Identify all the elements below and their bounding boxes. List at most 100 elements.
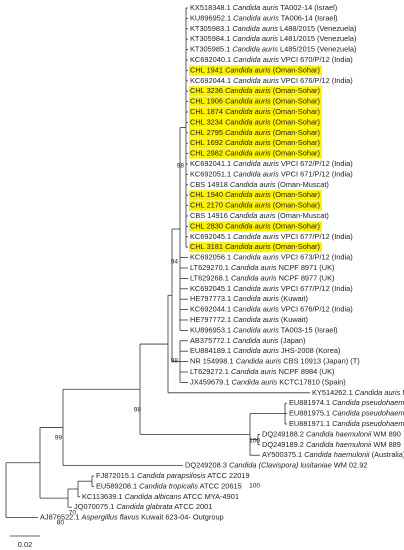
species: Candida auris (225, 128, 271, 137)
strain: L485/2015 (Venezuela) (280, 45, 356, 54)
species: Candida auris (233, 346, 279, 355)
accession: EU589208.1 (96, 481, 137, 490)
leaf-label: KU896952.1 Candida auris TA006-14 (Israe… (190, 13, 338, 22)
species: Candida auris (225, 138, 271, 147)
species: Candida auris (233, 232, 279, 241)
accession: KC113639.1 (82, 492, 123, 501)
leaf-label: CHL 1874 Candida auris (Oman-Sohar) (190, 107, 320, 116)
leaf-label: EU881971.1 Candida pseudohaemulonii C173… (289, 419, 404, 428)
accession: LT629268.1 (190, 273, 229, 282)
strain: VPCI 677/P/12 (India) (281, 284, 353, 293)
leaf-label: DQ249189.2 Candida haemulonii WM 889 (262, 440, 401, 449)
strain: WM 890 (373, 429, 401, 438)
strain: (Oman-Sohar) (273, 190, 320, 199)
leaf-label: CBS 14918 Candida auris (Oman-Muscat) (190, 180, 329, 189)
strain: NCPF 8971 (UK) (279, 263, 335, 272)
species: Candida auris (233, 169, 279, 178)
leaf-label: KC692056.1 Candida auris VPCI 673/P/12 (… (190, 253, 353, 262)
strain: VPCI 673/P/12 (India) (281, 253, 353, 262)
strain: (Oman-Muscat) (278, 211, 329, 220)
leaf-label: AY500375.1 Candida haemulonii (Australia… (262, 450, 404, 459)
leaf-label: CHL 2170 Candida auris (Oman-Sohar) (190, 201, 320, 210)
species: Candida auris (225, 221, 271, 230)
accession: DQ249208.3 (185, 461, 227, 470)
strain: VPCI 676/P/12 (India) (281, 305, 353, 314)
accession: JX459679.1 (190, 377, 229, 386)
leaf-label: HE797772.1 Candida auris (Kuwait) (190, 315, 308, 324)
bootstrap-value: 98 (177, 163, 185, 170)
bootstrap-value: 70 (69, 510, 77, 517)
species: Candida auris (230, 211, 276, 220)
species: Candida haemulonii (304, 450, 370, 459)
species: Candida auris (233, 3, 279, 12)
species: Candida pseudohaemulonii (332, 419, 404, 428)
strain: VPCI 672/P/12 (India) (281, 159, 353, 168)
accession: AJ876522.1 (40, 513, 79, 522)
accession: KC692051.1 (190, 169, 231, 178)
species: Candida tropicalis (139, 481, 198, 490)
highlight (189, 200, 322, 211)
leaf-label: CHL 2982 Candida auris (Oman-Sohar) (190, 149, 320, 158)
accession: EU884189.1 (190, 346, 231, 355)
leaf-label: LT629272.1 Candida auris NCPF 8984 (UK) (190, 367, 335, 376)
leaf-label: KT305984.1 Candida auris L481/2015 (Vene… (190, 34, 356, 43)
leaf-label: KC692045.1 Candida auris VPCI 677/P/12 (… (190, 232, 353, 241)
accession: JQ070075.1 (74, 502, 114, 511)
strain: (Oman-Sohar) (273, 242, 320, 251)
species: Candida auris (233, 76, 279, 85)
bootstrap-value: 94 (171, 259, 179, 266)
species: Candida pseudohaemulonii (332, 409, 404, 418)
strain: ATCC 22019 (207, 471, 249, 480)
species: Candida auris (233, 284, 279, 293)
leaf-label: KC692044.1 Candida auris VPCI 676/P/12 (… (190, 305, 353, 314)
accession: CHL 1940 (190, 190, 223, 199)
species: Candida auris (225, 190, 271, 199)
species: Candida auris (225, 86, 271, 95)
accession: CHL 3236 (190, 86, 223, 95)
species: Candida auris (233, 253, 279, 262)
leaf-label: AJ876522.1 Aspergillus flavus Kuwait 623… (40, 513, 224, 522)
strain: ATCC 20615 (200, 481, 242, 490)
highlight (189, 127, 322, 138)
leaf-label: KT305985.1 Candida auris L485/2015 (Vene… (190, 45, 356, 54)
accession: EU881971.1 (289, 419, 330, 428)
accession: NR 154998.1 (190, 357, 234, 366)
highlight (189, 96, 322, 107)
accession: CHL 2982 (190, 149, 223, 158)
accession: AB375772.1 (190, 336, 231, 345)
species: Candida auris (232, 377, 278, 386)
strain: (Oman-Sohar) (273, 65, 320, 74)
leaf-label: EU881975.1 Candida pseudohaemulonii C436… (289, 409, 404, 418)
leaf-label: CHL 2795 Candida auris (Oman-Sohar) (190, 128, 320, 137)
leaf-label: DQ249188.2 Candida haemulonii WM 890 (262, 429, 401, 438)
strain: (Oman-Sohar) (273, 221, 320, 230)
highlight (189, 190, 322, 201)
leaf-label: KC692051.1 Candida auris VPCI 671/P/12 (… (190, 169, 353, 178)
highlight (189, 138, 322, 149)
strain: TA002-14 (Israel) (280, 3, 337, 12)
leaf-label: KC692040.1 Candida auris VPCI 670/P/12 (… (190, 55, 353, 64)
accession: AY500375.1 (262, 450, 302, 459)
accession: LT629272.1 (190, 367, 229, 376)
accession: CHL 3234 (190, 117, 223, 126)
accession: LT629270.1 (190, 263, 229, 272)
species: Candida auris (231, 263, 277, 272)
bootstrap-value: 100 (249, 438, 260, 445)
highlight (189, 242, 322, 253)
species: Candida haemulonii (306, 429, 372, 438)
leaf-label: JX459679.1 Candida auris KCTC17810 (Spai… (190, 377, 346, 386)
leaf-label: CHL 3181 Candida auris (Oman-Sohar) (190, 242, 320, 251)
accession: KT305983.1 (190, 24, 230, 33)
strain: (Kuwait) (281, 315, 308, 324)
species: Candida auris (233, 305, 279, 314)
strain: ATCC MYA-4901 (183, 492, 239, 501)
species: Candida auris (225, 117, 271, 126)
leaf-label: EU881974.1 Candida pseudohaemulonii C437… (289, 398, 404, 407)
accession: KC692044.1 (190, 76, 231, 85)
leaf-label: KC692044.1 Candida auris VPCI 676/P/12 (… (190, 76, 353, 85)
strain: VPCI 676/P/12 (India) (281, 76, 353, 85)
species: Candida auris (225, 97, 271, 106)
strain: (Oman-Sohar) (273, 138, 320, 147)
strain: MRL31102 (USA) (402, 388, 404, 397)
